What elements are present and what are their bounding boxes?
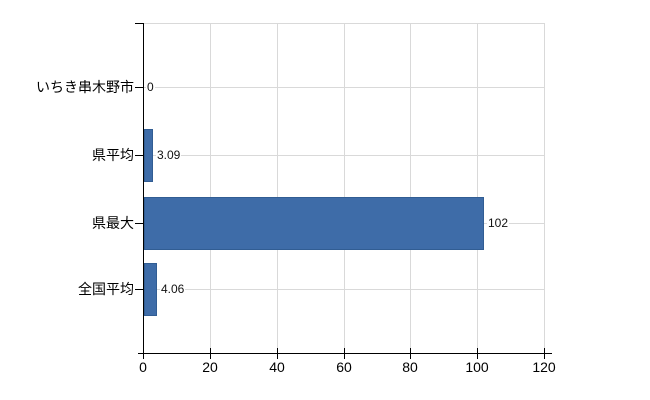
- x-axis-tick-label: 40: [269, 359, 285, 375]
- bar[interactable]: [144, 263, 157, 316]
- vertical-gridline: [477, 23, 478, 353]
- x-axis-tick-label: 0: [139, 359, 147, 375]
- x-axis-tick: [210, 348, 211, 359]
- x-axis-tick-label: 100: [465, 359, 489, 375]
- y-axis-tick: [135, 87, 143, 88]
- x-axis-tick: [477, 348, 478, 359]
- bar[interactable]: [144, 197, 484, 250]
- y-axis-tick: [135, 289, 143, 290]
- bar[interactable]: [144, 129, 153, 182]
- y-axis-tick: [135, 223, 143, 224]
- vertical-gridline: [410, 23, 411, 353]
- vertical-gridline: [277, 23, 278, 353]
- value-label: 0: [146, 79, 155, 95]
- value-label: 102: [487, 215, 510, 231]
- x-axis-tick-label: 120: [532, 359, 556, 375]
- x-axis-line: [138, 353, 552, 354]
- y-axis-tick: [135, 23, 143, 24]
- plot-top-border: [143, 23, 545, 24]
- horizontal-gridline: [144, 289, 545, 290]
- y-axis-line: [143, 23, 144, 354]
- category-label: 県最大: [92, 215, 134, 231]
- x-axis-tick: [544, 348, 545, 359]
- value-label: 4.06: [160, 281, 186, 297]
- y-axis-tick: [135, 155, 143, 156]
- x-axis-tick-label: 80: [402, 359, 418, 375]
- x-axis-tick: [410, 348, 411, 359]
- vertical-gridline: [210, 23, 211, 353]
- x-axis-tick-label: 20: [202, 359, 218, 375]
- horizontal-gridline: [144, 87, 545, 88]
- x-axis-tick: [344, 348, 345, 359]
- horizontal-gridline: [144, 155, 545, 156]
- value-label: 3.09: [156, 147, 182, 163]
- x-axis-tick-label: 60: [336, 359, 352, 375]
- category-label: 県平均: [92, 147, 134, 163]
- category-label: 全国平均: [78, 281, 134, 297]
- x-axis-tick: [143, 348, 144, 359]
- x-axis-tick: [277, 348, 278, 359]
- vertical-gridline: [544, 23, 545, 353]
- category-label: いちき串木野市: [36, 79, 134, 95]
- vertical-gridline: [344, 23, 345, 353]
